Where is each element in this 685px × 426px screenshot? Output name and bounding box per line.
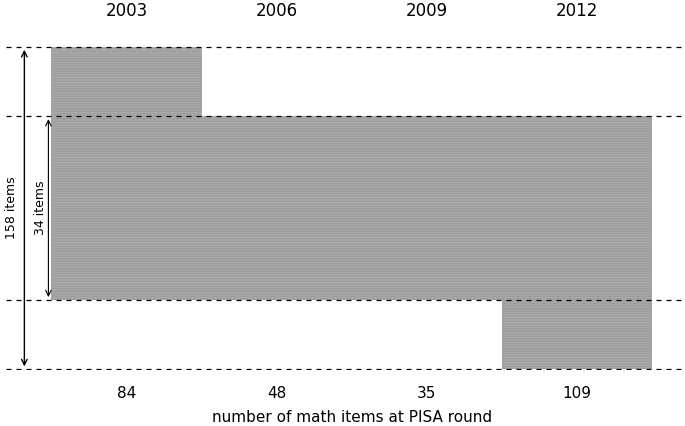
- Text: number of math items at PISA round: number of math items at PISA round: [212, 410, 492, 425]
- Text: 2006: 2006: [256, 3, 298, 20]
- Text: 84: 84: [117, 386, 136, 400]
- Text: 35: 35: [417, 386, 436, 400]
- Text: 158 items: 158 items: [5, 177, 18, 239]
- Text: 2003: 2003: [105, 3, 148, 20]
- Bar: [352, 116, 502, 300]
- Bar: [201, 116, 352, 300]
- Text: 48: 48: [267, 386, 286, 400]
- Text: 34 items: 34 items: [34, 181, 47, 236]
- Bar: [352, 116, 502, 300]
- Bar: [502, 116, 652, 369]
- Bar: [51, 47, 201, 300]
- Bar: [201, 116, 352, 300]
- Text: 2012: 2012: [556, 3, 598, 20]
- Bar: [51, 47, 201, 300]
- Text: 109: 109: [562, 386, 592, 400]
- Text: 2009: 2009: [406, 3, 448, 20]
- Bar: [502, 116, 652, 369]
